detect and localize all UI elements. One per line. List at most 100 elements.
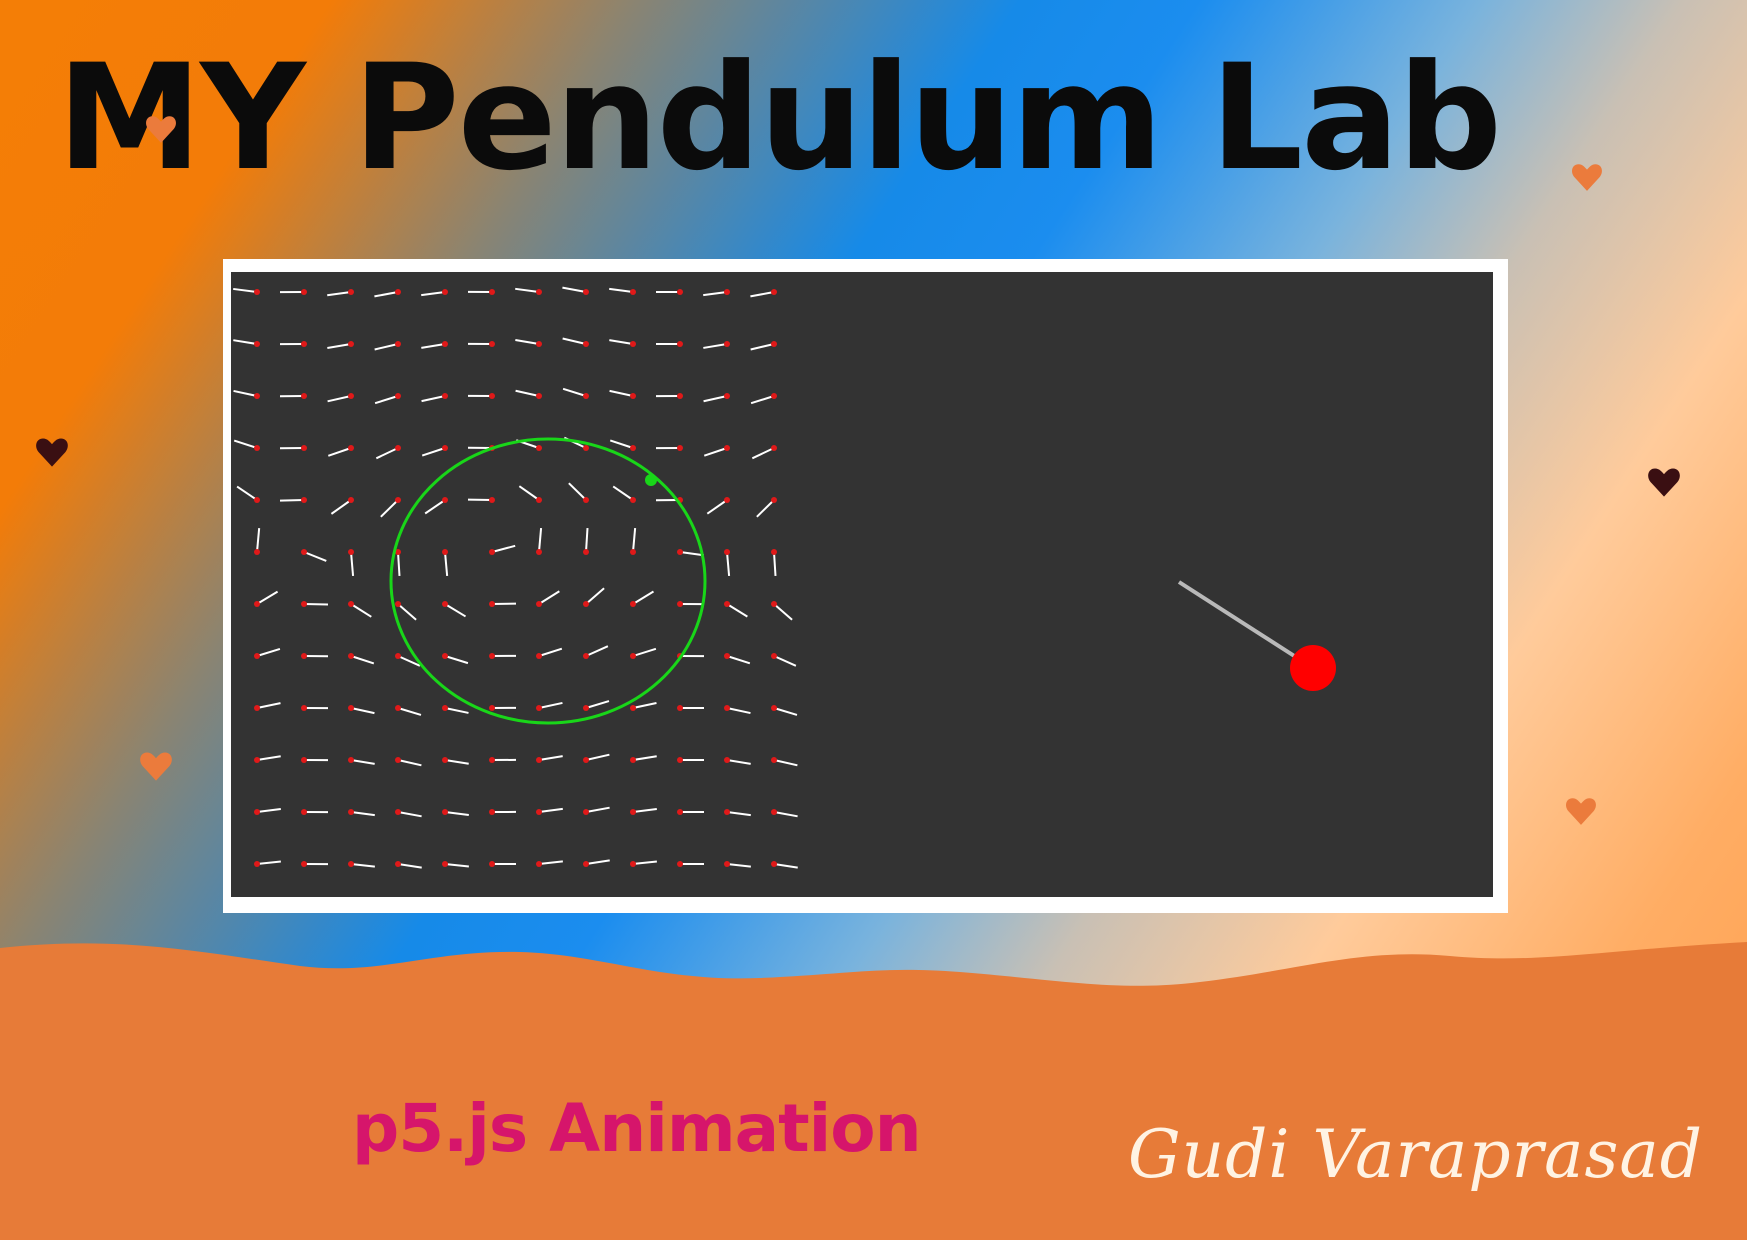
- field-point: [771, 497, 777, 503]
- field-vector: [538, 807, 563, 813]
- field-vector: [380, 499, 399, 518]
- field-vector: [444, 811, 469, 817]
- field-vector: [538, 647, 563, 657]
- field-point: [536, 757, 542, 763]
- field-vector: [350, 811, 375, 817]
- field-point: [489, 497, 495, 503]
- field-point: [724, 809, 730, 815]
- heart-icon: [1648, 468, 1680, 497]
- field-vector: [679, 551, 704, 557]
- field-point: [583, 705, 589, 711]
- field-point: [489, 341, 495, 347]
- field-vector: [585, 587, 605, 605]
- field-vector: [444, 707, 469, 714]
- field-vector: [609, 287, 634, 293]
- animation-canvas[interactable]: [231, 272, 1493, 897]
- field-vector: [568, 482, 587, 501]
- field-point: [395, 653, 401, 659]
- field-point: [301, 497, 307, 503]
- field-point: [630, 705, 636, 711]
- field-vector: [632, 702, 657, 709]
- field-point: [254, 289, 260, 295]
- field-point: [348, 445, 354, 451]
- field-point: [677, 393, 683, 399]
- field-vector: [397, 655, 421, 667]
- field-vector: [632, 860, 657, 865]
- field-point: [536, 653, 542, 659]
- field-vector: [609, 339, 634, 345]
- field-point: [254, 497, 260, 503]
- field-vector: [585, 527, 589, 553]
- heart-icon: [36, 438, 68, 467]
- field-point: [395, 549, 401, 555]
- field-vector: [703, 343, 728, 349]
- field-vector: [444, 551, 449, 576]
- field-point: [301, 653, 307, 659]
- field-vector: [421, 343, 446, 349]
- field-vector: [397, 759, 422, 767]
- field-point: [348, 705, 354, 711]
- field-vector: [773, 655, 797, 667]
- field-point: [583, 809, 589, 815]
- phase-field: [233, 286, 1336, 869]
- field-vector: [444, 603, 467, 618]
- field-vector: [374, 343, 399, 351]
- field-point: [301, 289, 307, 295]
- field-vector: [350, 603, 372, 618]
- field-point: [724, 601, 730, 607]
- field-point: [583, 445, 589, 451]
- field-point: [442, 601, 448, 607]
- field-point: [254, 653, 260, 659]
- field-point: [395, 445, 401, 451]
- field-point: [395, 705, 401, 711]
- field-point: [395, 341, 401, 347]
- field-point: [489, 757, 495, 763]
- field-vector: [632, 755, 657, 761]
- field-vector: [632, 528, 637, 553]
- field-point: [724, 549, 730, 555]
- field-vector: [256, 755, 281, 761]
- field-point: [583, 341, 589, 347]
- field-point: [536, 497, 542, 503]
- field-vector: [585, 645, 609, 657]
- field-point: [442, 497, 448, 503]
- field-vector: [750, 395, 775, 405]
- field-vector: [397, 811, 422, 818]
- field-point: [395, 393, 401, 399]
- field-point: [724, 341, 730, 347]
- field-vector: [444, 863, 469, 868]
- field-point: [489, 705, 495, 711]
- field-point: [677, 705, 683, 711]
- field-point: [489, 653, 495, 659]
- field-vector: [236, 485, 258, 501]
- field-point: [301, 601, 307, 607]
- field-vector: [515, 389, 540, 397]
- field-point: [677, 341, 683, 347]
- field-point: [630, 497, 636, 503]
- field-vector: [327, 395, 352, 403]
- field-point: [254, 861, 260, 867]
- field-vector: [515, 339, 540, 345]
- field-point: [442, 393, 448, 399]
- field-point: [442, 445, 448, 451]
- field-point: [630, 289, 636, 295]
- field-point: [724, 289, 730, 295]
- field-point: [489, 393, 495, 399]
- field-point: [442, 861, 448, 867]
- field-point: [771, 653, 777, 659]
- field-vector: [518, 485, 540, 501]
- field-point: [395, 809, 401, 815]
- field-vector: [256, 702, 281, 709]
- field-vector: [562, 337, 587, 345]
- field-point: [536, 809, 542, 815]
- field-vector: [726, 655, 751, 665]
- field-vector: [706, 499, 728, 515]
- field-vector: [350, 863, 375, 868]
- field-point: [536, 393, 542, 399]
- field-point: [301, 809, 307, 815]
- field-point: [489, 289, 495, 295]
- field-vector: [773, 759, 798, 767]
- pendulum-rod: [1177, 580, 1315, 670]
- field-vector: [233, 389, 258, 397]
